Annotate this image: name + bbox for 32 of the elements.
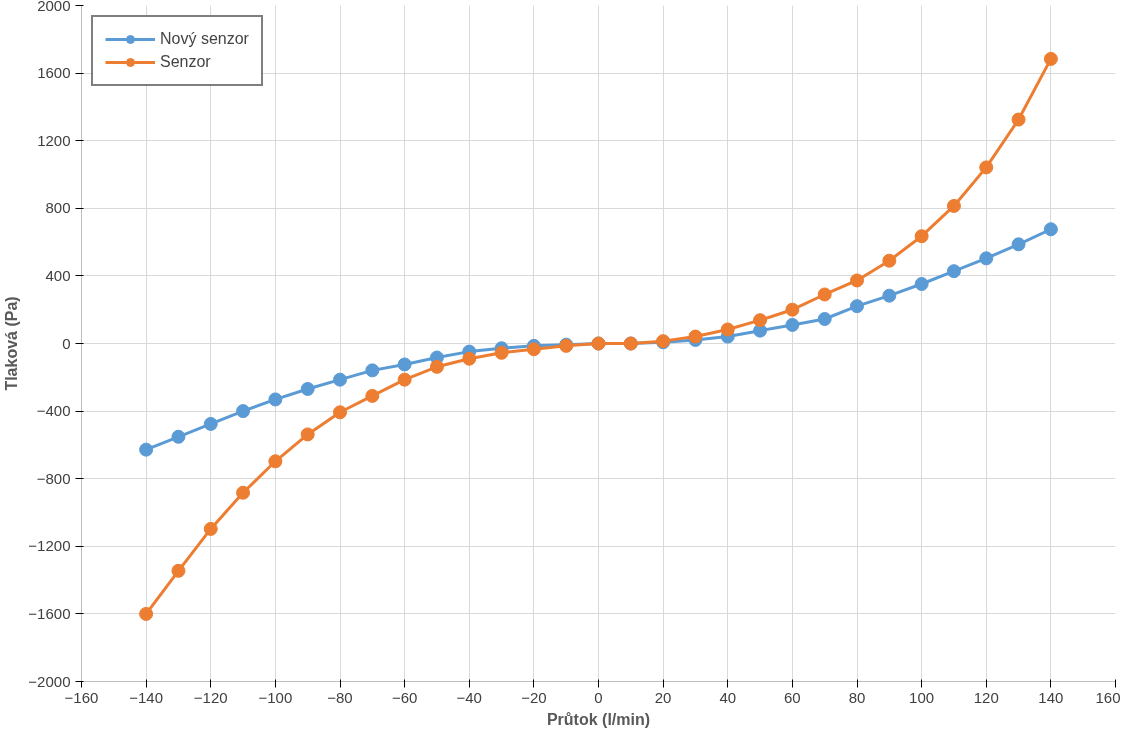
x-tick-label: −80 <box>327 688 353 706</box>
legend-label: Senzor <box>160 53 211 71</box>
y-tick-label: −2000 <box>28 672 71 690</box>
x-tick-label: −60 <box>391 688 418 706</box>
x-tick-label: 120 <box>973 688 999 706</box>
x-tick-label: −120 <box>193 688 228 706</box>
y-tick-label: −1200 <box>28 537 71 555</box>
y-axis-title: Tlaková (Pa) <box>3 296 21 391</box>
x-tick-label: −160 <box>64 688 99 706</box>
x-tick-label: −40 <box>456 688 482 706</box>
x-tick-label: 160 <box>1095 688 1121 706</box>
y-tick-label: 1200 <box>37 131 71 149</box>
x-tick-label: −140 <box>129 688 164 706</box>
x-tick-label: 80 <box>848 688 866 706</box>
x-tick-label: −100 <box>258 688 293 706</box>
y-tick-label: 0 <box>62 334 71 352</box>
y-tick-label: 1600 <box>37 64 71 82</box>
x-tick-label: 140 <box>1038 688 1064 706</box>
x-tick-label: 100 <box>909 688 935 706</box>
x-tick-label: 40 <box>719 688 737 706</box>
y-tick-label: −800 <box>36 469 71 487</box>
x-axis-title: Průtok (l/min) <box>546 710 651 728</box>
y-tick-label: −1600 <box>28 604 71 622</box>
y-tick-label: 400 <box>45 266 71 284</box>
y-tick-label: −400 <box>36 402 71 420</box>
x-tick-label: 20 <box>654 688 672 706</box>
legend-label: Nový senzor <box>160 30 249 48</box>
y-tick-label: 2000 <box>37 0 71 14</box>
x-tick-label: −20 <box>521 688 547 706</box>
x-tick-label: 60 <box>784 688 801 706</box>
x-tick-label: 0 <box>594 688 603 706</box>
y-tick-label: 800 <box>45 199 71 217</box>
